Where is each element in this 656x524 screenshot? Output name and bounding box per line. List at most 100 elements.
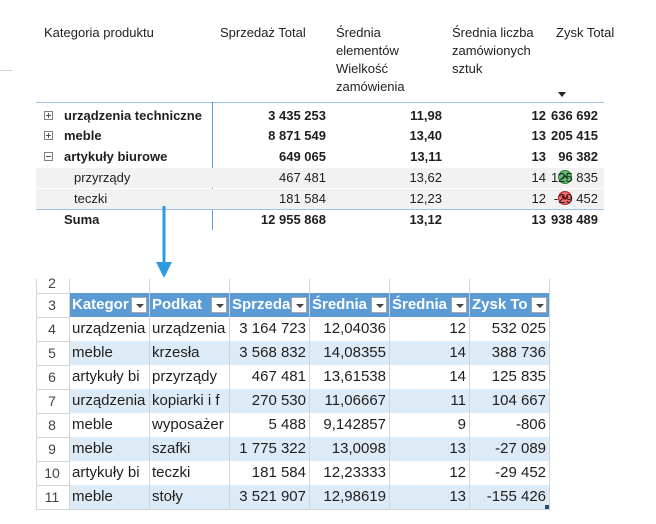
table-cell-col-sprzedaz[interactable]: 3 568 832 (229, 341, 309, 365)
pivot-cell-profit[interactable]: 636 692 (551, 108, 598, 123)
table-header-col-kategoria[interactable]: Kategor (69, 293, 149, 317)
pivot-cell-sales[interactable]: 467 481 (279, 170, 326, 185)
pivot-cell-profit[interactable]: 96 382 (558, 149, 598, 164)
expand-icon[interactable] (44, 111, 53, 120)
table-header-col-srednia-elementow[interactable]: Średnia (309, 293, 389, 317)
table-cell-col-srednia-sztuk[interactable]: 13 (389, 485, 469, 509)
table-resize-handle[interactable] (545, 505, 549, 509)
table-cell-col-kategoria[interactable]: meble (69, 341, 149, 365)
table-cell-col-podkategoria[interactable]: teczki (149, 461, 229, 485)
row-number[interactable]: 3 (48, 297, 56, 313)
table-cell-col-sprzedaz[interactable]: 1 775 322 (229, 437, 309, 461)
pivot-cell-sales[interactable]: 8 871 549 (268, 128, 326, 143)
table-cell-col-zysk[interactable]: 104 667 (469, 389, 549, 413)
pivot-cell-avg-orders[interactable]: 14 (531, 170, 546, 185)
pivot-cell-avg-orders[interactable]: 13 (531, 149, 546, 164)
pivot-row-label[interactable]: urządzenia techniczne (64, 108, 202, 123)
pivot-cell-sales[interactable]: 181 584 (279, 191, 326, 206)
table-cell-col-srednia-sztuk[interactable]: 14 (389, 365, 469, 389)
table-cell-col-podkategoria[interactable]: szafki (149, 437, 229, 461)
table-cell-col-zysk[interactable]: -27 089 (469, 437, 549, 461)
row-number[interactable]: 5 (48, 345, 56, 361)
pivot-header-sales[interactable]: Sprzedaż Total (220, 25, 306, 40)
pivot-row-label[interactable]: meble (64, 128, 102, 143)
pivot-row-label[interactable]: Suma (64, 212, 100, 227)
pivot-row-label[interactable]: teczki (74, 191, 108, 206)
filter-dropdown-icon[interactable] (211, 297, 227, 313)
pivot-cell-avg-items[interactable]: 13,12 (409, 212, 442, 227)
table-cell-col-srednia-sztuk[interactable]: 12 (389, 461, 469, 485)
pivot-cell-avg-orders[interactable]: 12 (531, 191, 546, 206)
table-cell-col-zysk[interactable]: 532 025 (469, 317, 549, 341)
table-header-col-zysk[interactable]: Zysk To (469, 293, 549, 317)
pivot-cell-avg-items[interactable]: 12,23 (409, 191, 442, 206)
pivot-row-label[interactable]: artykuły biurowe (64, 149, 168, 164)
pivot-cell-profit[interactable]: 938 489 (551, 212, 598, 227)
pivot-cell-avg-items[interactable]: 13,11 (410, 149, 442, 164)
table-cell-col-srednia-elementow[interactable]: 12,98619 (309, 485, 389, 509)
row-number[interactable]: 9 (48, 441, 56, 457)
pivot-header-avg-items[interactable]: Średnia elementów Wielkość zamówienia (336, 24, 405, 96)
table-cell-col-sprzedaz[interactable]: 467 481 (229, 365, 309, 389)
table-cell-col-kategoria[interactable]: urządzenia (69, 317, 149, 341)
row-number[interactable]: 6 (48, 369, 56, 385)
pivot-header-category[interactable]: Kategoria produktu (44, 25, 154, 40)
table-header-col-sprzedaz[interactable]: Sprzeda (229, 293, 309, 317)
collapse-icon[interactable] (44, 152, 53, 161)
pivot-row-label[interactable]: przyrządy (74, 170, 131, 185)
pivot-cell-sales[interactable]: 12 955 868 (260, 212, 326, 227)
table-cell-col-podkategoria[interactable]: krzesła (149, 341, 229, 365)
table-cell-col-podkategoria[interactable]: urządzenia (149, 317, 229, 341)
table-cell-col-srednia-sztuk[interactable]: 12 (389, 317, 469, 341)
table-cell-col-kategoria[interactable]: meble (69, 437, 149, 461)
table-cell-col-srednia-elementow[interactable]: 13,61538 (309, 365, 389, 389)
table-cell-col-kategoria[interactable]: artykuły bi (69, 365, 149, 389)
table-cell-col-srednia-elementow[interactable]: 11,06667 (309, 389, 389, 413)
table-cell-col-podkategoria[interactable]: kopiarki i f (149, 389, 229, 413)
pivot-cell-avg-orders[interactable]: 13 (531, 128, 546, 143)
table-cell-col-zysk[interactable]: 125 835 (469, 365, 549, 389)
table-cell-col-sprzedaz[interactable]: 3 521 907 (229, 485, 309, 509)
table-cell-col-kategoria[interactable]: meble (69, 485, 149, 509)
table-cell-col-zysk[interactable]: -155 426 (469, 485, 549, 509)
expand-icon[interactable] (44, 131, 53, 140)
row-number[interactable]: 2 (48, 275, 56, 291)
filter-dropdown-icon[interactable] (131, 297, 147, 313)
table-cell-col-srednia-elementow[interactable]: 14,08355 (309, 341, 389, 365)
table-cell-col-srednia-sztuk[interactable]: 9 (389, 413, 469, 437)
table-cell-col-srednia-sztuk[interactable]: 14 (389, 341, 469, 365)
table-cell-col-sprzedaz[interactable]: 5 488 (229, 413, 309, 437)
table-cell-col-kategoria[interactable]: artykuły bi (69, 461, 149, 485)
row-number[interactable]: 8 (48, 417, 56, 433)
table-cell-col-zysk[interactable]: 388 736 (469, 341, 549, 365)
filter-dropdown-icon[interactable] (451, 297, 467, 313)
pivot-header-avg-orders[interactable]: Średnia liczba zamówionych sztuk (452, 24, 534, 78)
pivot-header-profit[interactable]: Zysk Total (556, 25, 615, 40)
filter-dropdown-icon[interactable] (371, 297, 387, 313)
table-cell-col-srednia-elementow[interactable]: 12,04036 (309, 317, 389, 341)
filter-dropdown-icon[interactable] (531, 297, 547, 313)
pivot-cell-sales[interactable]: 649 065 (279, 149, 326, 164)
table-cell-col-sprzedaz[interactable]: 270 530 (229, 389, 309, 413)
table-cell-col-srednia-elementow[interactable]: 12,23333 (309, 461, 389, 485)
table-cell-col-kategoria[interactable]: meble (69, 413, 149, 437)
pivot-cell-avg-orders[interactable]: 13 (531, 212, 546, 227)
pivot-cell-avg-items[interactable]: 13,40 (409, 128, 442, 143)
pivot-cell-avg-items[interactable]: 13,62 (409, 170, 442, 185)
table-cell-col-sprzedaz[interactable]: 181 584 (229, 461, 309, 485)
pivot-cell-sales[interactable]: 3 435 253 (268, 108, 326, 123)
row-number[interactable]: 11 (44, 489, 60, 505)
sort-descending-icon[interactable] (558, 92, 566, 97)
table-cell-col-zysk[interactable]: -806 (469, 413, 549, 437)
table-cell-col-sprzedaz[interactable]: 3 164 723 (229, 317, 309, 341)
table-header-col-srednia-sztuk[interactable]: Średnia (389, 293, 469, 317)
table-header-col-podkategoria[interactable]: Podkat (149, 293, 229, 317)
row-number[interactable]: 4 (48, 321, 56, 337)
table-cell-col-kategoria[interactable]: urządzenia (69, 389, 149, 413)
table-cell-col-srednia-sztuk[interactable]: 11 (389, 389, 469, 413)
table-cell-col-podkategoria[interactable]: przyrządy (149, 365, 229, 389)
pivot-cell-avg-items[interactable]: 11,98 (410, 108, 442, 123)
pivot-cell-avg-orders[interactable]: 12 (531, 108, 546, 123)
pivot-cell-profit[interactable]: 205 415 (551, 128, 598, 143)
table-cell-col-srednia-elementow[interactable]: 9,142857 (309, 413, 389, 437)
